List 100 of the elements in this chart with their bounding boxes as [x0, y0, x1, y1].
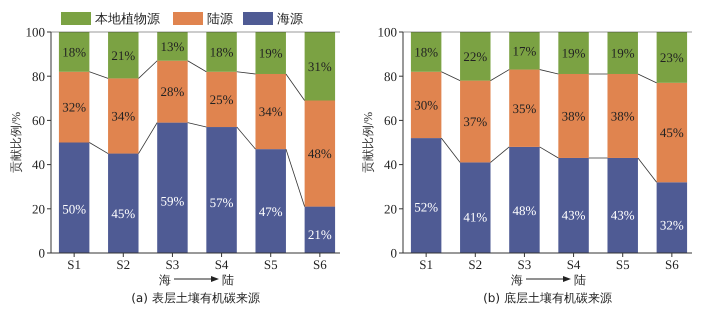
bar [108, 78, 139, 154]
data-label: 57% [210, 195, 234, 210]
bar [255, 149, 286, 253]
bar [58, 142, 90, 253]
bar [558, 74, 589, 158]
data-label: 43% [562, 208, 586, 223]
x-tick-label: S6 [664, 257, 680, 272]
bar [558, 158, 589, 253]
text: 陆 [574, 273, 586, 287]
x-tick-label: S3 [518, 257, 532, 272]
data-label: 43% [610, 208, 635, 223]
x-tick-label: S1 [419, 257, 434, 272]
x-tick-label: S2 [468, 257, 482, 272]
bar [410, 138, 442, 253]
legend-label: 本地植物源 [95, 12, 160, 28]
y-tick-label: 40 [384, 157, 397, 172]
bar [607, 158, 638, 253]
data-label: 17% [512, 43, 537, 58]
bar [410, 72, 442, 138]
x-tick-label: S4 [214, 257, 229, 272]
data-label: 47% [258, 204, 283, 219]
y-tick-label: 100 [378, 24, 397, 40]
bar [656, 82, 688, 182]
data-label: 32% [62, 100, 86, 115]
data-label: 19% [610, 46, 635, 61]
bar [255, 74, 286, 150]
data-label: 38% [610, 108, 635, 124]
bar [656, 32, 688, 83]
data-label: 37% [463, 114, 488, 130]
y-axis-title: 贡献比例/% [361, 112, 375, 174]
data-label: 19% [562, 46, 586, 61]
y-tick-label: 40 [32, 157, 45, 172]
bar [509, 70, 540, 147]
data-label: 13% [160, 38, 185, 54]
data-label: 28% [160, 84, 185, 100]
y-tick-label: 0 [38, 246, 45, 261]
data-label: 34% [258, 104, 283, 120]
text: 陆 [222, 273, 234, 287]
data-label: 30% [414, 97, 438, 112]
bar [206, 127, 237, 253]
x-tick-label: S3 [166, 257, 180, 272]
data-label: 34% [111, 108, 136, 124]
x-tick-label: S2 [116, 257, 130, 272]
text: (a) 表层土壤有机碳来源 [131, 291, 260, 305]
bar [304, 32, 336, 101]
bar [206, 32, 237, 72]
y-tick-label: 60 [384, 112, 397, 128]
legend-label: 陆源 [207, 12, 233, 28]
text: 海 [511, 273, 523, 287]
x-tick-label: S1 [67, 257, 82, 272]
y-tick-label: 0 [390, 246, 397, 261]
bar [206, 72, 237, 128]
bar [460, 162, 491, 253]
bar [607, 74, 638, 158]
bar [558, 32, 589, 74]
legend-label: 海源 [277, 12, 303, 28]
text: 海 [159, 273, 171, 287]
data-label: 32% [660, 217, 684, 232]
data-label: 48% [308, 146, 332, 162]
data-label: 48% [512, 203, 537, 218]
data-label: 18% [414, 44, 438, 60]
y-tick-label: 20 [32, 201, 45, 216]
y-tick-label: 80 [32, 68, 45, 84]
bar [460, 32, 491, 81]
data-label: 38% [562, 108, 586, 124]
data-label: 35% [512, 100, 537, 116]
y-tick-label: 60 [32, 112, 45, 128]
x-tick-label: S6 [312, 257, 328, 272]
bar [58, 32, 90, 72]
y-tick-label: 100 [26, 24, 45, 40]
y-tick-label: 20 [384, 201, 397, 216]
y-tick-label: 80 [384, 68, 397, 84]
data-label: 31% [308, 58, 332, 74]
data-label: 45% [660, 125, 684, 140]
bar [410, 32, 442, 72]
data-label: 25% [210, 92, 234, 107]
data-label: 50% [62, 201, 86, 216]
data-label: 21% [111, 48, 136, 63]
data-label: 59% [160, 193, 185, 208]
bar [460, 80, 491, 162]
bar [607, 32, 638, 74]
data-label: 21% [308, 226, 332, 242]
y-axis-title: 贡献比例/% [9, 112, 23, 174]
x-tick-label: S5 [264, 257, 278, 272]
data-label: 18% [62, 44, 86, 60]
bar [58, 72, 90, 142]
bar [157, 122, 188, 253]
data-label: 18% [210, 44, 234, 60]
data-label: 22% [463, 48, 488, 64]
data-label: 52% [414, 200, 438, 215]
text: (b) 底层土壤有机碳来源 [483, 291, 612, 305]
bar [509, 32, 540, 70]
bar [509, 146, 540, 253]
bar [108, 154, 139, 253]
data-label: 23% [660, 50, 684, 65]
data-label: 41% [463, 209, 488, 224]
bar [157, 60, 188, 123]
x-tick-label: S5 [616, 257, 630, 272]
x-tick-label: S4 [566, 257, 581, 272]
data-label: 45% [111, 206, 136, 221]
